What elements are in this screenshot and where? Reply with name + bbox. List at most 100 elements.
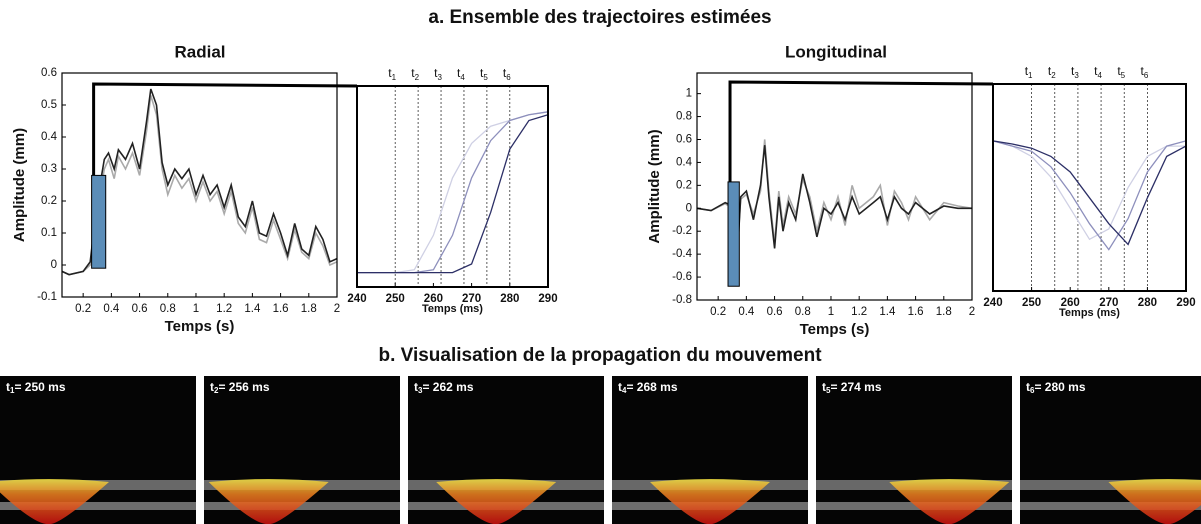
- frame-label: t1= 250 ms: [6, 380, 66, 395]
- frame-index: 6: [1030, 386, 1035, 395]
- x-tick-label: 280: [500, 293, 519, 305]
- marker-symbol: t: [503, 66, 507, 80]
- y-tick-label: -0.1: [37, 291, 57, 303]
- frame-symbol: t: [414, 380, 418, 394]
- x-tick-label: 1.8: [936, 306, 952, 318]
- tissue-layer: [1020, 502, 1201, 510]
- frame-index: 1: [10, 386, 15, 395]
- frame-time: = 262 ms: [422, 380, 473, 394]
- y-tick-label: 0.8: [676, 111, 692, 123]
- y-tick-label: 0.2: [676, 179, 692, 191]
- marker-index: 4: [1098, 71, 1103, 80]
- frame-symbol: t: [1026, 380, 1030, 394]
- zoom-region: [91, 174, 107, 269]
- plot-frame: [992, 83, 1187, 292]
- frame-index: 3: [418, 386, 423, 395]
- frame-index: 4: [622, 386, 627, 395]
- zoom-connector: [728, 80, 994, 182]
- x-tick-label: 260: [424, 293, 443, 305]
- marker-symbol: t: [434, 66, 438, 80]
- x-tick-label: 0.2: [75, 303, 91, 315]
- y-tick-label: 0: [51, 259, 57, 271]
- tissue-layer: [0, 502, 196, 510]
- x-tick-label: 240: [347, 293, 366, 305]
- frame-label: t2= 256 ms: [210, 380, 270, 395]
- marker-index: 5: [1121, 71, 1126, 80]
- frame: t3= 262 ms: [408, 376, 604, 524]
- marker-index: 2: [1051, 71, 1056, 80]
- x-tick-label: 0.4: [738, 306, 755, 318]
- marker-symbol: t: [1025, 64, 1029, 78]
- trace: [61, 95, 338, 276]
- section-title: a. Ensemble des trajectoires estimées: [428, 7, 771, 28]
- motion-field: [436, 479, 557, 524]
- marker-symbol: t: [388, 66, 392, 80]
- x-tick-label: 0.8: [160, 303, 176, 315]
- time-marker-label: t1: [388, 66, 396, 82]
- trace: [992, 140, 1187, 251]
- marker-index: 1: [1028, 71, 1033, 80]
- y-tick-label: 0.6: [676, 134, 692, 146]
- frame: t2= 256 ms: [204, 376, 400, 524]
- y-tick-label: -0.4: [672, 248, 692, 260]
- frame: t6= 280 ms: [1020, 376, 1201, 524]
- time-marker-label: t4: [457, 66, 465, 82]
- x-tick-label: 1.4: [879, 306, 896, 318]
- y-tick-label: 0.4: [676, 156, 693, 168]
- frame-symbol: t: [210, 380, 214, 394]
- plot-frame: [61, 72, 338, 298]
- x-axis-label: Temps (ms): [422, 303, 483, 315]
- frame-label: t3= 262 ms: [414, 380, 474, 395]
- y-tick-label: 0.6: [41, 67, 57, 79]
- x-axis-label: Temps (s): [165, 318, 235, 335]
- y-tick-label: 0.1: [41, 227, 57, 239]
- x-tick-label: 1.2: [851, 306, 867, 318]
- marker-index: 6: [1144, 71, 1149, 80]
- x-tick-label: 270: [462, 293, 481, 305]
- y-tick-label: 0.2: [41, 195, 57, 207]
- x-tick-label: 0.8: [795, 306, 811, 318]
- x-tick-label: 280: [1138, 297, 1157, 309]
- marker-symbol: t: [1117, 64, 1121, 78]
- x-tick-label: 290: [538, 293, 557, 305]
- marker-index: 3: [1074, 71, 1079, 80]
- frame-time: = 268 ms: [626, 380, 677, 394]
- motion-field: [889, 479, 1010, 524]
- y-tick-label: 0.5: [41, 99, 57, 111]
- trace: [357, 114, 549, 274]
- x-tick-label: 1.8: [301, 303, 317, 315]
- frame-index: 2: [214, 386, 219, 395]
- frame-time: = 256 ms: [218, 380, 269, 394]
- marker-symbol: t: [1094, 64, 1098, 78]
- time-marker-label: t4: [1094, 64, 1102, 80]
- x-tick-label: 1.6: [908, 306, 924, 318]
- marker-symbol: t: [1141, 64, 1145, 78]
- frame-time: = 274 ms: [830, 380, 881, 394]
- time-marker-label: t5: [480, 66, 488, 82]
- x-tick-label: 260: [1061, 297, 1080, 309]
- x-tick-label: 240: [983, 297, 1002, 309]
- trace: [992, 140, 1186, 241]
- x-tick-label: 1: [193, 303, 199, 315]
- x-tick-label: 2: [969, 306, 975, 318]
- y-axis-label: Amplitude (mm): [11, 128, 28, 242]
- x-tick-label: 1.6: [273, 303, 289, 315]
- x-tick-label: 1.4: [244, 303, 261, 315]
- x-tick-label: 1.2: [216, 303, 232, 315]
- frame: t1= 250 ms: [0, 376, 196, 524]
- frame-index: 5: [826, 386, 831, 395]
- panel-title: Radial: [174, 42, 225, 61]
- time-marker-label: t6: [503, 66, 511, 82]
- time-marker-label: t1: [1025, 64, 1033, 80]
- frame: t4= 268 ms: [612, 376, 808, 524]
- x-tick-label: 2: [334, 303, 340, 315]
- trace: [696, 139, 973, 260]
- y-tick-label: 1: [686, 88, 692, 100]
- x-tick-label: 0.6: [132, 303, 148, 315]
- frame: t5= 274 ms: [816, 376, 1012, 524]
- x-tick-label: 290: [1176, 297, 1195, 309]
- time-marker-label: t6: [1141, 64, 1149, 80]
- motion-field: [650, 479, 770, 524]
- motion-field: [1108, 479, 1201, 524]
